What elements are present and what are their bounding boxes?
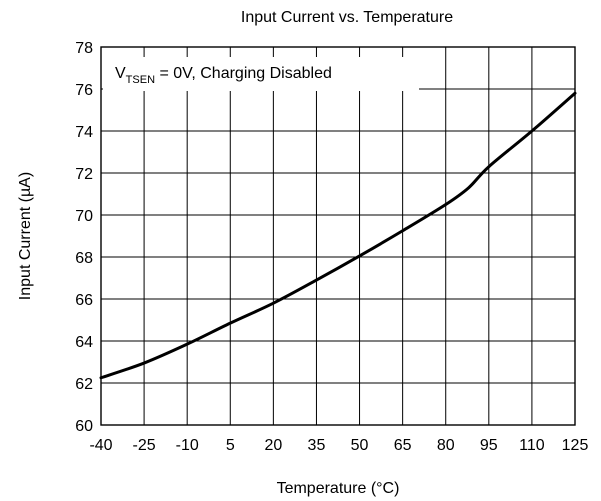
y-tick-label: 78 — [75, 40, 93, 57]
annotation-box: VTSEN = 0V, Charging Disabled — [103, 57, 419, 91]
y-tick-label: 68 — [75, 250, 93, 267]
annotation-rest: = 0V, Charging Disabled — [155, 65, 332, 82]
x-tick-label: 20 — [264, 437, 282, 454]
series-line — [99, 91, 577, 380]
x-tick-label: 125 — [562, 437, 589, 454]
y-tick-labels: 60 62 64 66 68 70 72 74 76 78 — [75, 40, 93, 435]
x-tick-label: 95 — [480, 437, 498, 454]
x-axis-label: Temperature (°C) — [277, 480, 400, 497]
grid — [101, 47, 575, 425]
x-tick-label: 5 — [226, 437, 235, 454]
y-tick-label: 72 — [75, 166, 93, 183]
y-tick-label: 76 — [75, 82, 93, 99]
x-tick-label: 35 — [308, 437, 326, 454]
y-tick-label: 60 — [75, 418, 93, 435]
x-tick-label: 80 — [437, 437, 455, 454]
x-tick-label: 50 — [351, 437, 369, 454]
y-axis-label: Input Current (µA) — [17, 172, 34, 300]
x-tick-label: 110 — [519, 437, 545, 454]
series-layer — [99, 91, 577, 380]
x-tick-labels: -40 -25 -10 5 20 35 50 65 80 95 110 125 — [89, 437, 588, 454]
y-tick-label: 64 — [75, 334, 93, 351]
x-tick-label: -25 — [133, 437, 156, 454]
annotation-background — [103, 57, 419, 91]
chart-title: Input Current vs. Temperature — [241, 9, 453, 26]
x-tick-label: -40 — [89, 437, 112, 454]
plot-frame — [100, 46, 576, 426]
y-tick-label: 66 — [75, 292, 93, 309]
x-tick-label: -10 — [176, 437, 199, 454]
x-tick-label: 65 — [394, 437, 412, 454]
y-tick-label: 74 — [75, 124, 93, 141]
y-tick-label: 70 — [75, 208, 93, 225]
annotation: VTSEN = 0V, Charging Disabled — [115, 65, 332, 86]
annotation-var: V — [115, 65, 126, 82]
annotation-subscript: TSEN — [126, 74, 155, 86]
y-tick-label: 62 — [75, 376, 93, 393]
